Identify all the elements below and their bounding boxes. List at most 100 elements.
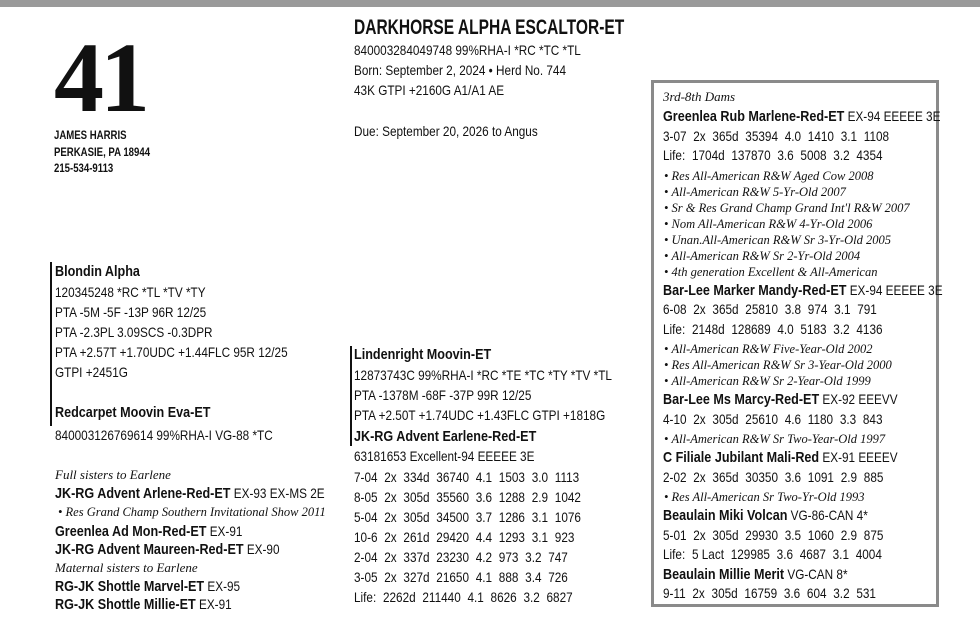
record-cell: 726	[548, 569, 568, 585]
record-cell: Life:	[354, 589, 377, 605]
record-cell: 604	[806, 585, 827, 601]
record-cell: 10-6	[354, 529, 378, 545]
record-cell: 365d	[712, 468, 739, 485]
record-row: Life: 2148d 128689 4.0 5183 3.2 4136	[663, 319, 889, 339]
record-cell: 2x	[693, 410, 706, 427]
record-cell: 2x	[693, 301, 706, 317]
record-row: 2-04 2x 337d 23230 4.2 973 3.2 747	[354, 547, 575, 567]
cow-name: JK-RG Advent Maureen-Red-ET	[55, 541, 244, 558]
record-cell: 1704d	[691, 147, 725, 163]
cow-line: Greenlea Rub Marlene-Red-ET EX-94 EEEEE …	[663, 106, 940, 126]
record-cell: 16759	[744, 585, 778, 601]
record-cell: 5183	[800, 320, 827, 337]
record-cell: 3.6	[777, 147, 794, 163]
honor: All-American R&W Sr 2-Yr-Old 2004	[664, 246, 861, 266]
record-cell: 843	[862, 410, 883, 427]
record-row: 4-10 2x 305d 25610 4.6 1180 3.3 843	[663, 409, 889, 429]
record-row: 2-02 2x 365d 30350 3.6 1091 2.9 885	[663, 467, 890, 487]
record-cell: 35560	[436, 489, 470, 505]
classification: EX-95	[207, 577, 241, 594]
record-cell: 2x	[384, 469, 397, 485]
record-cell: 3.1	[531, 509, 549, 525]
cow-line: Bar-Lee Marker Mandy-Red-ET EX-94 EEEEE …	[663, 280, 943, 300]
classification: EX-94 EEEEE 3E	[847, 108, 941, 124]
cow-line: Beaulain Miki Volcan VG-86-CAN 4*	[663, 505, 868, 525]
record-cell: 305d	[403, 509, 430, 525]
sire-rule	[50, 262, 52, 426]
record-cell: 305d	[403, 489, 430, 505]
sire-line: PTA -5M -5F -13P 96R 12/25	[55, 304, 207, 320]
record-cell: 3.7	[475, 509, 493, 525]
record-cell: 2262d	[382, 589, 416, 605]
lot-number: 41	[54, 22, 150, 133]
record-cell: 2-04	[354, 549, 378, 565]
record-row: 5-04 2x 305d 34500 3.7 1286 3.1 1076	[354, 507, 588, 527]
record-cell: 305d	[712, 410, 739, 427]
cow-line: Bar-Lee Ms Marcy-Red-ET EX-92 EEEVV	[663, 389, 898, 409]
record-cell: 747	[548, 549, 568, 565]
sire-dam-name: Redcarpet Moovin Eva-ET	[55, 404, 211, 421]
record-cell: 8-05	[354, 489, 378, 505]
classification: EX-92 EEEVV	[822, 391, 898, 407]
record-cell: 3.1	[531, 529, 549, 545]
dam-sire-line: 12873743C 99%RHA-I *RC *TE *TC *TY *TV *…	[354, 367, 612, 383]
record-cell: 3.6	[784, 468, 802, 485]
animal-line: Born: September 2, 2024 • Herd No. 744	[354, 62, 567, 78]
record-cell: 4.1	[467, 589, 484, 605]
classification: EX-90	[246, 541, 280, 557]
record-cell: 888	[498, 569, 519, 585]
cow-line: C Filiale Jubilant Mali-Red EX-91 EEEEV	[663, 447, 898, 467]
dam-name: JK-RG Advent Earlene-Red-ET	[354, 428, 537, 445]
classification: VG-CAN 8*	[787, 565, 848, 582]
record-cell: 4.6	[784, 410, 802, 427]
record-cell: 2x	[384, 569, 397, 585]
cow-line: Beaulain Millie Merit VG-CAN 8*	[663, 564, 848, 584]
honor: Sr & Res Grand Champ Grand Int'l R&W 200…	[664, 198, 910, 218]
record-cell: 137870	[731, 147, 771, 163]
record-row: Life: 1704d 137870 3.6 5008 3.2 4354	[663, 145, 889, 165]
honor: All-American R&W Five-Year-Old 2002	[664, 339, 873, 359]
record-cell: 3.1	[832, 546, 849, 562]
record-cell: 29420	[436, 529, 470, 545]
record-cell: 974	[807, 301, 828, 317]
dam-sire-rule	[350, 346, 352, 446]
dam-sire-line: PTA -1378M -68F -37P 99R 12/25	[354, 387, 532, 403]
record-cell: 4136	[856, 320, 883, 337]
record-cell: 1410	[807, 127, 834, 144]
record-cell: 4-10	[663, 410, 687, 427]
classification: EX-94 EEEEE 3E	[849, 281, 943, 298]
record-row: 5-01 2x 305d 29930 3.5 1060 2.9 875	[663, 525, 890, 545]
record-cell: 1091	[807, 468, 834, 485]
cow-name: Greenlea Rub Marlene-Red-ET	[663, 108, 845, 125]
record-cell: 885	[863, 468, 884, 485]
record-cell: 2148d	[691, 320, 725, 337]
classification: EX-91	[209, 522, 243, 539]
sire-name: Blondin Alpha	[55, 263, 140, 280]
record-cell: 305d	[711, 585, 738, 601]
record-cell: 9-11	[663, 585, 686, 601]
dam-sire-line: PTA +2.50T +1.74UDC +1.43FLC GTPI +1818G	[354, 407, 606, 423]
sire-line: PTA +2.57T +1.70UDC +1.44FLC 95R 12/25	[55, 344, 288, 360]
record-cell: 2x	[384, 509, 397, 525]
record-cell: 1060	[807, 526, 834, 543]
record-cell: 3.6	[783, 585, 801, 601]
record-cell: 4004	[855, 546, 882, 562]
record-cell: 3-07	[663, 127, 687, 144]
sisters-heading: Maternal sisters to Earlene	[55, 559, 198, 575]
record-cell: 6827	[546, 589, 573, 605]
ancestors-heading: 3rd-8th Dams	[663, 89, 736, 104]
sire-line: GTPI +2451G	[55, 364, 128, 380]
record-cell: 923	[554, 529, 575, 545]
animal-line: 43K GTPI +2160G A1/A1 AE	[354, 82, 505, 98]
record-cell: 3.8	[784, 301, 802, 317]
record-cell: 1180	[807, 410, 834, 427]
record-cell: 129985	[730, 546, 770, 562]
cow-name: Bar-Lee Marker Mandy-Red-ET	[663, 281, 847, 299]
record-cell: 261d	[403, 529, 430, 545]
record-cell: 36740	[436, 469, 470, 485]
record-cell: 3.6	[475, 489, 493, 505]
ancestors-box	[651, 80, 939, 607]
dam-sire-name: Lindenright Moovin-ET	[354, 346, 492, 363]
record-cell: 1076	[554, 509, 581, 525]
record-row: 6-08 2x 365d 25810 3.8 974 3.1 791	[663, 299, 884, 319]
